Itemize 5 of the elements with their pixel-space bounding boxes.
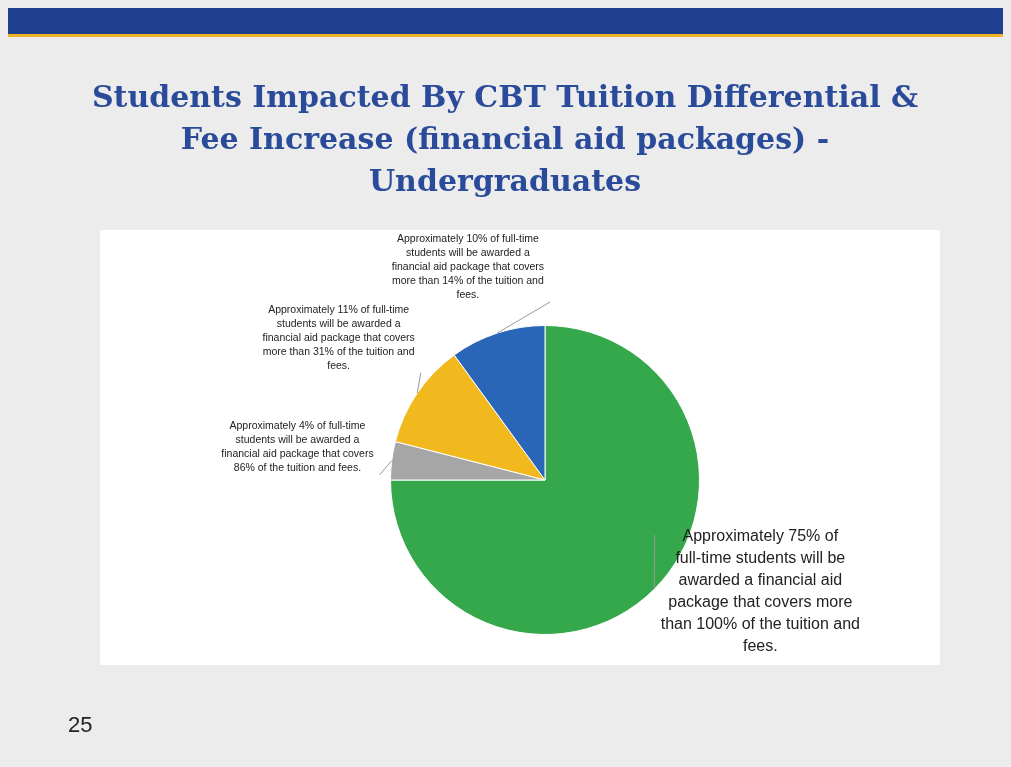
chart-title: Students Impacted By CBT Tuition Differential & Fee Increase (financial aid packages) - Undergraduates bbox=[90, 78, 920, 200]
slice-label: Approximately 4% of full-time students will be awarded a financial aid package that covers 86% of the tuition and fees. bbox=[221, 418, 374, 473]
slice-label: Approximately 11% of full-time students will be awarded a financial aid package that covers more than 31% of the tuition and fees. bbox=[262, 302, 415, 371]
text: 25 bbox=[68, 712, 93, 738]
slice-label: Approximately 10% of full-time students will be awarded a financial aid package that covers more than 14% of the tuition and fees. bbox=[391, 232, 545, 301]
